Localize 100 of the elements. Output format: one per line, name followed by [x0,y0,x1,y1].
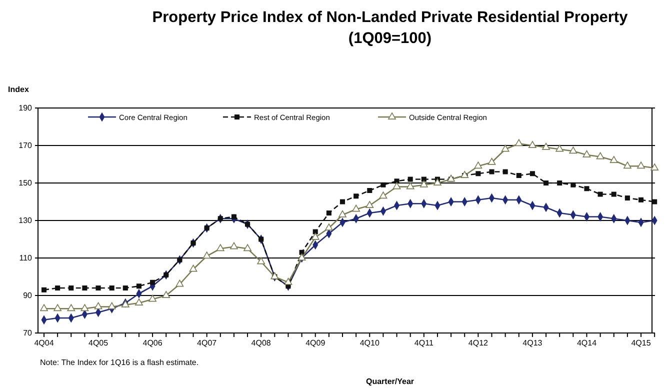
point [82,285,88,291]
x-tick-label: 4Q09 [306,338,326,348]
point [202,252,211,259]
x-tick-label: 4Q10 [360,338,380,348]
point [638,197,644,202]
x-tick-label: 4Q07 [197,338,218,348]
y-tick-label: 150 [18,178,33,188]
point [488,158,496,165]
point [244,244,252,252]
point [176,280,184,287]
x-tick-label: 4Q12 [468,338,489,348]
point [68,285,74,291]
point [637,162,645,169]
point [94,302,102,310]
point [421,176,426,182]
point [367,188,372,194]
point [216,244,224,252]
point [108,302,116,310]
point [150,280,156,285]
x-tick-label: 4Q13 [522,338,543,348]
point [189,264,198,272]
y-tick-label: 170 [18,141,33,150]
x-tick-label: 4Q11 [414,338,434,348]
point [650,163,659,170]
point [122,285,128,291]
point [162,290,170,298]
point [230,242,238,250]
y-tick-label: 130 [18,216,33,226]
point [501,144,510,152]
point [54,304,62,312]
text: Note: The Index for 1Q16 is a flash estimate. [40,358,199,367]
point [136,284,142,289]
x-tick-label: 4Q15 [631,338,652,348]
point [542,142,550,150]
point [352,204,360,212]
point [408,176,413,182]
point [40,304,48,312]
point [55,285,60,291]
point [584,186,590,192]
point [67,304,76,312]
point [570,182,576,188]
point [284,278,292,285]
point [434,178,442,186]
point [516,172,522,178]
x-axis-title: Quarter/Year [366,377,414,386]
x-tick-label: 4Q08 [251,338,272,348]
point [489,169,494,174]
x-tick-label: 4Q06 [142,338,163,348]
point [394,178,400,184]
point [366,200,374,208]
point [257,257,266,264]
chart-title: Property Price Index of Non-Landed Private Residential Property [152,9,628,26]
y-axis-title: Index [8,85,30,94]
point [312,229,318,234]
point [80,304,89,312]
point [544,180,549,186]
point [530,171,535,176]
point [611,192,616,197]
point [556,144,564,152]
point [379,192,388,199]
point [311,232,320,240]
y-tick-label: 110 [19,254,33,263]
point [406,182,414,190]
point [340,199,346,204]
point [557,180,562,186]
point [148,294,157,302]
chart-subtitle: (1Q09=100) [348,30,432,47]
point [96,285,101,291]
point [326,210,332,216]
point [582,150,591,158]
point [610,156,618,163]
point [569,146,578,154]
point [177,257,182,262]
point [41,287,47,292]
point [231,214,236,220]
point [624,195,630,201]
point [623,162,632,169]
point [514,139,523,146]
point [420,180,428,188]
point [598,192,603,197]
point [474,162,482,169]
point [476,171,481,176]
point [218,216,223,222]
point [338,210,346,218]
point [596,152,604,160]
y-tick-label: 90 [23,291,33,300]
point [502,169,508,174]
y-tick-label: 70 [23,328,33,338]
point [652,199,658,204]
point [298,253,306,260]
y-tick-label: 190 [18,104,33,113]
point [109,285,114,291]
point [354,194,359,199]
point [380,182,386,188]
point [528,140,536,148]
point [135,298,143,306]
x-tick-label: 4Q04 [34,338,54,348]
x-tick-label: 4Q14 [576,338,598,348]
point [324,223,333,230]
x-tick-label: 4Q05 [88,338,109,348]
